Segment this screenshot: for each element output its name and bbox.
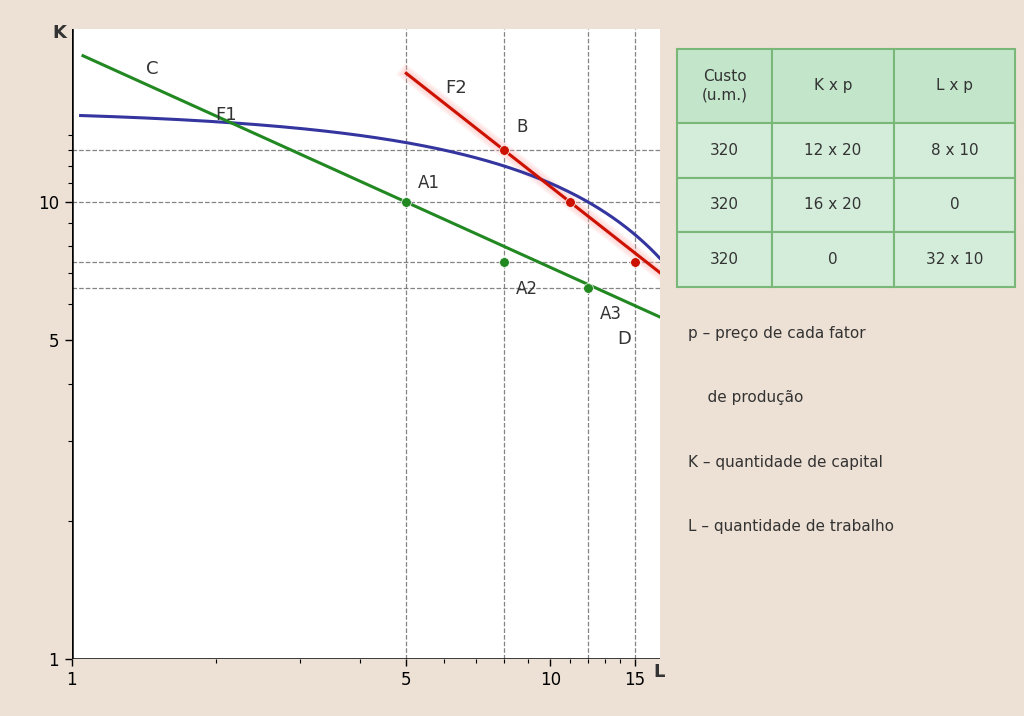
Bar [894, 178, 1016, 232]
Text: F1: F1 [215, 106, 237, 124]
Bar [678, 232, 772, 287]
Text: 320: 320 [711, 142, 739, 158]
Text: D: D [617, 329, 631, 348]
Text: A1: A1 [418, 175, 440, 193]
Bar [894, 232, 1016, 287]
Bar [894, 49, 1016, 123]
Text: 16 x 20: 16 x 20 [804, 198, 861, 213]
Text: 0: 0 [950, 198, 959, 213]
Text: de produção: de produção [688, 390, 803, 405]
Text: 32 x 10: 32 x 10 [926, 252, 983, 267]
Bar [772, 178, 894, 232]
Text: A2: A2 [516, 280, 538, 298]
Bar [678, 49, 772, 123]
Text: B: B [516, 118, 527, 136]
Text: 0: 0 [828, 252, 838, 267]
Bar [772, 123, 894, 178]
Text: Custo
(u.m.): Custo (u.m.) [701, 69, 748, 102]
Text: L: L [653, 663, 665, 681]
Bar [772, 49, 894, 123]
Bar [678, 178, 772, 232]
Text: K x p: K x p [814, 78, 852, 93]
Text: 320: 320 [711, 252, 739, 267]
Text: K: K [52, 24, 67, 42]
Text: L – quantidade de trabalho: L – quantidade de trabalho [688, 519, 894, 534]
Text: L x p: L x p [936, 78, 973, 93]
Bar [678, 123, 772, 178]
Text: C: C [145, 60, 159, 78]
Bar [772, 232, 894, 287]
Bar [894, 123, 1016, 178]
Text: 320: 320 [711, 198, 739, 213]
Text: K – quantidade de capital: K – quantidade de capital [688, 455, 883, 470]
Text: F2: F2 [445, 79, 467, 97]
Text: p – preço de cada fator: p – preço de cada fator [688, 326, 865, 341]
Text: A3: A3 [600, 306, 623, 324]
Text: 8 x 10: 8 x 10 [931, 142, 978, 158]
Text: 12 x 20: 12 x 20 [804, 142, 861, 158]
